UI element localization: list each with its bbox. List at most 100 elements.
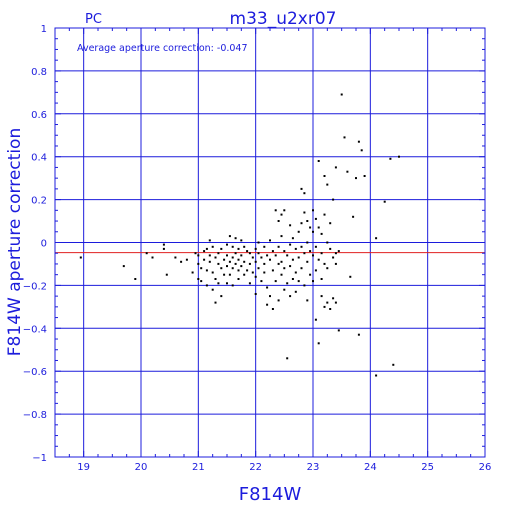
- data-point: [240, 254, 243, 257]
- data-point: [231, 284, 234, 287]
- data-point: [214, 278, 217, 280]
- data-point: [392, 363, 395, 366]
- data-point: [303, 192, 306, 195]
- data-point: [306, 220, 309, 222]
- x-tick-labels: 19 20 21 22 23 24 25 26: [77, 462, 491, 473]
- data-point: [197, 254, 200, 257]
- data-point: [283, 209, 286, 212]
- data-point: [162, 247, 165, 250]
- data-point: [320, 295, 323, 298]
- data-point: [246, 250, 249, 253]
- data-point: [240, 265, 243, 268]
- data-point: [326, 183, 329, 186]
- data-point: [266, 286, 269, 289]
- data-point: [205, 247, 208, 250]
- data-point: [283, 250, 286, 253]
- data-point: [297, 280, 300, 283]
- data-point: [297, 230, 300, 233]
- data-point: [309, 273, 312, 276]
- data-point: [151, 256, 154, 259]
- data-point: [294, 271, 297, 274]
- data-point: [320, 252, 323, 255]
- data-point: [317, 226, 320, 229]
- data-point: [360, 149, 363, 152]
- data-point: [223, 273, 226, 276]
- data-point: [337, 250, 340, 253]
- data-point: [269, 258, 271, 261]
- data-point: [277, 299, 280, 302]
- data-point: [228, 260, 231, 263]
- data-point: [300, 245, 303, 248]
- data-point: [375, 237, 378, 240]
- data-point: [329, 308, 332, 310]
- data-point: [208, 254, 211, 257]
- data-point: [337, 329, 340, 332]
- data-point: [266, 254, 269, 257]
- data-point: [320, 278, 323, 280]
- data-point: [208, 260, 211, 263]
- data-point: [329, 247, 332, 250]
- x-tick-label: 22: [249, 462, 262, 473]
- data-point: [329, 222, 332, 225]
- data-point: [398, 155, 400, 158]
- data-point: [303, 252, 306, 255]
- y-tick-label: 0.4: [31, 153, 47, 164]
- data-point: [343, 136, 346, 139]
- data-point: [243, 260, 246, 263]
- data-point: [260, 280, 263, 283]
- data-point: [231, 256, 234, 259]
- data-point: [254, 293, 257, 295]
- frame-ticks: [54, 27, 486, 458]
- data-point: [237, 258, 240, 261]
- data-point: [294, 247, 297, 250]
- data-point: [203, 258, 206, 261]
- data-point: [217, 252, 220, 255]
- data-point: [271, 250, 274, 253]
- data-point: [317, 160, 320, 162]
- data-point: [246, 269, 249, 272]
- data-point: [217, 282, 220, 285]
- data-point: [226, 282, 228, 285]
- y-tick-label: −1: [32, 453, 47, 464]
- data-point: [134, 278, 137, 280]
- data-point: [283, 267, 286, 270]
- data-point: [320, 232, 323, 235]
- data-point: [294, 290, 297, 293]
- data-point: [283, 288, 286, 291]
- data-point: [231, 267, 234, 270]
- data-point: [263, 245, 266, 248]
- data-point: [248, 262, 251, 265]
- data-point: [271, 269, 274, 272]
- data-point: [237, 269, 240, 272]
- data-point: [214, 256, 217, 259]
- data-point: [231, 245, 234, 248]
- data-point: [389, 157, 392, 160]
- data-point: [334, 252, 337, 255]
- x-tick-label: 24: [364, 462, 377, 473]
- data-point: [303, 211, 306, 214]
- data-point: [309, 250, 312, 253]
- x-axis-label: F814W: [239, 484, 302, 505]
- data-point: [300, 222, 303, 225]
- data-point: [226, 254, 228, 257]
- data-point: [162, 243, 165, 246]
- data-point: [191, 271, 194, 274]
- data-points: [79, 93, 400, 377]
- data-point: [286, 282, 289, 285]
- data-point: [277, 245, 280, 248]
- data-point: [254, 247, 257, 250]
- data-point: [251, 271, 254, 274]
- data-point: [260, 256, 263, 259]
- data-point: [274, 254, 277, 257]
- data-point: [228, 273, 231, 276]
- data-point: [355, 177, 357, 180]
- data-point: [314, 217, 317, 220]
- data-point: [314, 245, 317, 248]
- data-point: [286, 254, 289, 257]
- data-point: [251, 256, 254, 259]
- y-tick-label: −0.2: [23, 281, 47, 292]
- data-point: [263, 271, 266, 274]
- data-point: [200, 280, 203, 283]
- data-point: [340, 93, 343, 96]
- data-point: [248, 252, 251, 255]
